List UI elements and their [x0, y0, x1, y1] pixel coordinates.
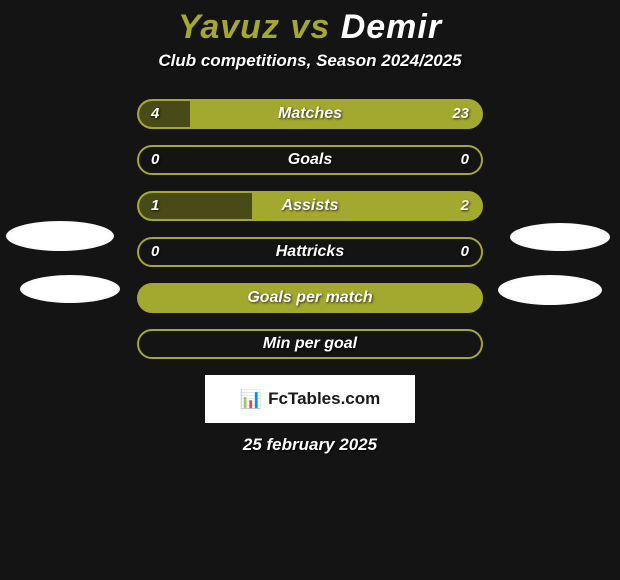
player2-avatar-2 [498, 275, 602, 305]
stat-bar-assists: 1 Assists 2 [137, 191, 483, 221]
player1-name: Yavuz [178, 8, 280, 46]
stat-bar-goals-per-match: Goals per match [137, 283, 483, 313]
player2-name: Demir [341, 8, 442, 46]
stat-value-right: 0 [461, 239, 469, 265]
stat-label: Matches [139, 101, 481, 127]
player1-avatar-1 [6, 221, 114, 251]
vs-text: vs [290, 8, 330, 46]
comparison-title: Yavuz vs Demir [0, 0, 620, 51]
stat-label: Min per goal [139, 331, 481, 357]
stat-label: Goals per match [139, 285, 481, 311]
watermark-badge: 📊 FcTables.com [205, 375, 415, 423]
stat-value-right: 23 [452, 101, 469, 127]
subtitle-text: Club competitions, Season 2024/2025 [0, 51, 620, 71]
stat-value-right: 2 [461, 193, 469, 219]
stat-bar-min-per-goal: Min per goal [137, 329, 483, 359]
stat-bar-goals: 0 Goals 0 [137, 145, 483, 175]
stat-label: Hattricks [139, 239, 481, 265]
stat-label: Goals [139, 147, 481, 173]
stats-container: 4 Matches 23 0 Goals 0 1 Assists 2 0 Hat… [137, 99, 483, 359]
chart-icon: 📊 [240, 389, 262, 410]
player1-avatar-2 [20, 275, 120, 303]
watermark-text: FcTables.com [268, 389, 380, 409]
stat-label: Assists [139, 193, 481, 219]
date-text: 25 february 2025 [0, 435, 620, 455]
stat-value-right: 0 [461, 147, 469, 173]
player2-avatar-1 [510, 223, 610, 251]
stat-bar-matches: 4 Matches 23 [137, 99, 483, 129]
stat-bar-hattricks: 0 Hattricks 0 [137, 237, 483, 267]
